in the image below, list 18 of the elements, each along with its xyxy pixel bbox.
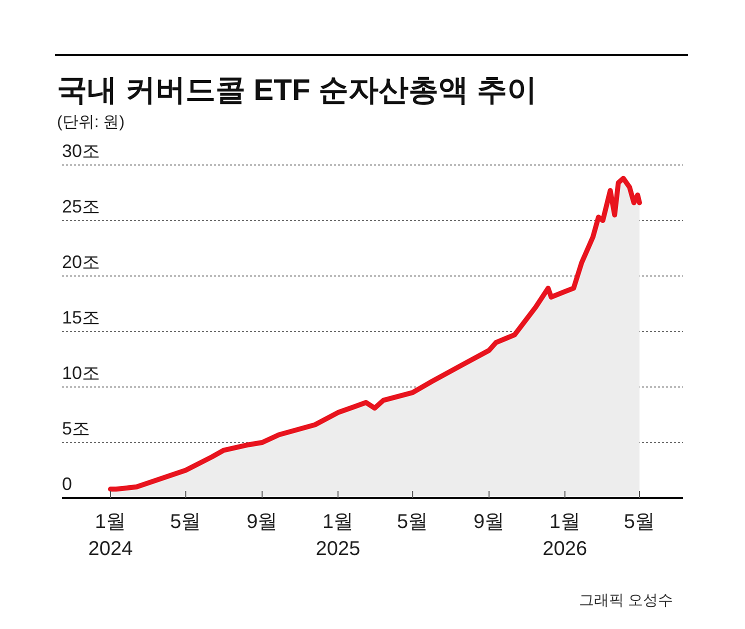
- x-tick-label: 5월: [397, 511, 428, 533]
- y-tick-label: 25조: [62, 196, 100, 216]
- y-tick-label: 15조: [62, 308, 100, 328]
- y-tick-label: 5조: [62, 418, 90, 438]
- x-tick-label: 1월 2025: [316, 511, 360, 560]
- chart-title: 국내 커버드콜 ETF 순자산총액 추이: [57, 74, 537, 107]
- y-tick-label: 0: [62, 474, 72, 494]
- y-tick-label: 20조: [62, 252, 100, 272]
- x-tick-label: 1월 2024: [88, 511, 133, 560]
- text: 그래픽 오성수: [578, 592, 673, 609]
- y-tick-label: 30조: [62, 141, 100, 161]
- x-tick-label: 1월 2026: [542, 511, 588, 560]
- x-tick-label: 5월: [170, 511, 202, 533]
- chart-subtitle: (단위: 원): [57, 114, 125, 131]
- x-tick-label: 9월: [473, 511, 505, 533]
- y-tick-label: 10조: [62, 363, 100, 383]
- x-tick-label: 9월: [246, 511, 278, 533]
- x-tick-label: 5월: [624, 511, 656, 533]
